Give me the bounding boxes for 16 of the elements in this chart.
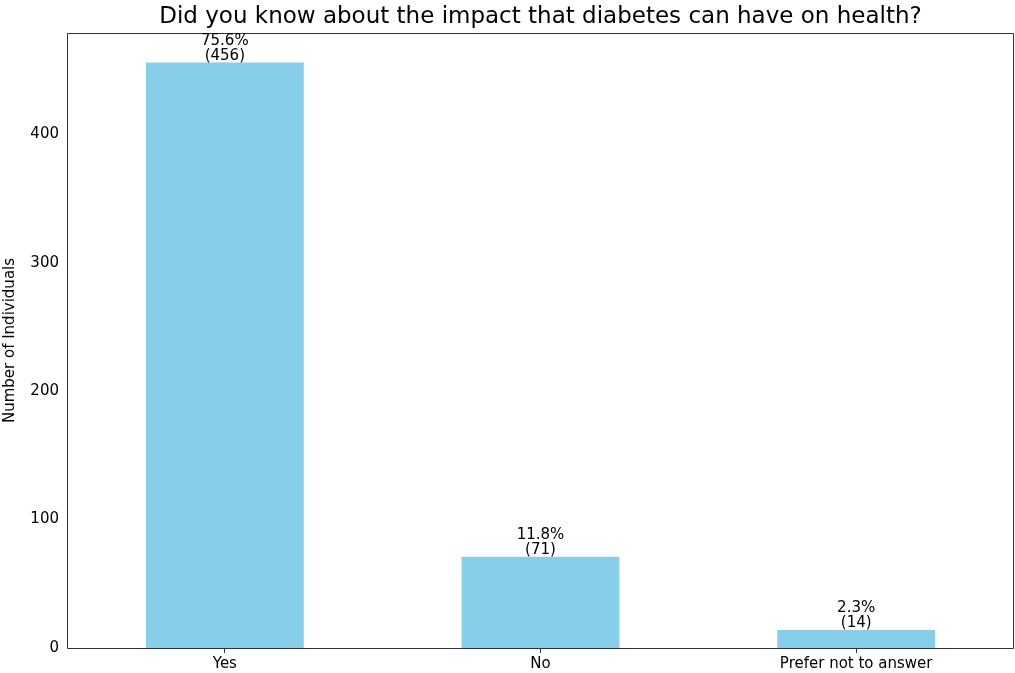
data-label: 75.6% (456) bbox=[201, 30, 249, 64]
bar bbox=[777, 630, 936, 648]
chart-title: Did you know about the impact that diabetes can have on health? bbox=[159, 2, 922, 29]
y-tick-label: 200 bbox=[30, 381, 59, 400]
bar bbox=[145, 62, 304, 648]
y-tick-label: 0 bbox=[49, 637, 59, 656]
data-label: 2.3% (14) bbox=[837, 598, 876, 632]
x-tick-label: Prefer not to answer bbox=[779, 653, 934, 672]
x-tick-label: No bbox=[530, 653, 551, 672]
y-tick-label: 300 bbox=[30, 252, 59, 271]
y-axis-title: Number of Individuals bbox=[0, 257, 18, 424]
y-tick-label: 100 bbox=[30, 509, 59, 528]
y-tick-label: 400 bbox=[30, 124, 59, 143]
data-label: 11.8% (71) bbox=[516, 525, 565, 559]
x-tick-label: Yes bbox=[211, 653, 238, 672]
bar bbox=[461, 556, 620, 648]
